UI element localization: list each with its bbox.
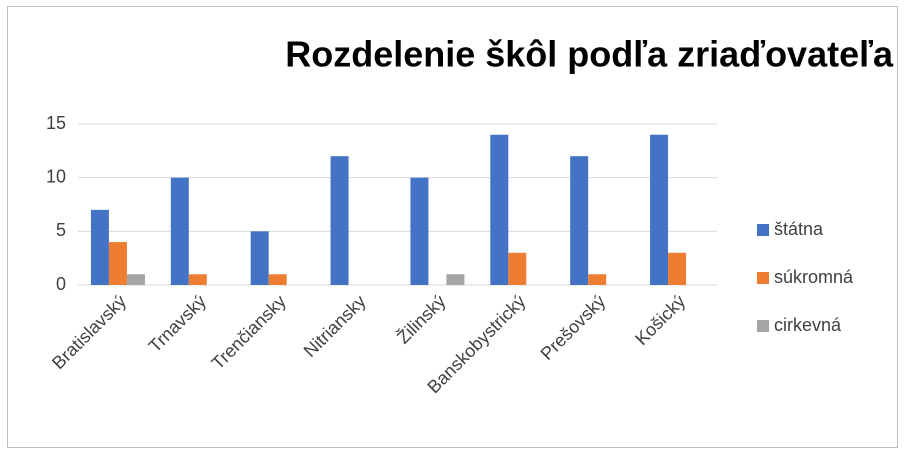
legend-label: štátna — [774, 219, 824, 239]
y-tick-label: 5 — [56, 220, 66, 240]
y-tick-label: 0 — [56, 274, 66, 294]
bar — [108, 242, 127, 285]
bar — [170, 177, 189, 285]
bar — [650, 134, 669, 285]
bar — [570, 156, 589, 285]
bar — [188, 274, 207, 285]
chart-title: Rozdelenie škôl podľa zriaďovateľa — [285, 34, 894, 75]
bar — [90, 209, 109, 285]
legend-swatch — [757, 272, 769, 284]
legend-swatch — [757, 224, 769, 236]
bar — [668, 252, 687, 285]
chart-border — [7, 6, 898, 448]
bar — [490, 134, 509, 285]
legend-label: cirkevná — [774, 315, 842, 335]
bar — [126, 274, 145, 285]
y-tick-label: 10 — [46, 166, 66, 186]
bar — [250, 231, 269, 285]
bar — [446, 274, 465, 285]
y-tick-label: 15 — [46, 113, 66, 133]
legend-label: súkromná — [774, 267, 854, 287]
legend-swatch — [757, 320, 769, 332]
bar — [268, 274, 287, 285]
bar — [588, 274, 607, 285]
bar — [410, 177, 429, 285]
bar — [330, 156, 349, 285]
bar — [508, 252, 527, 285]
